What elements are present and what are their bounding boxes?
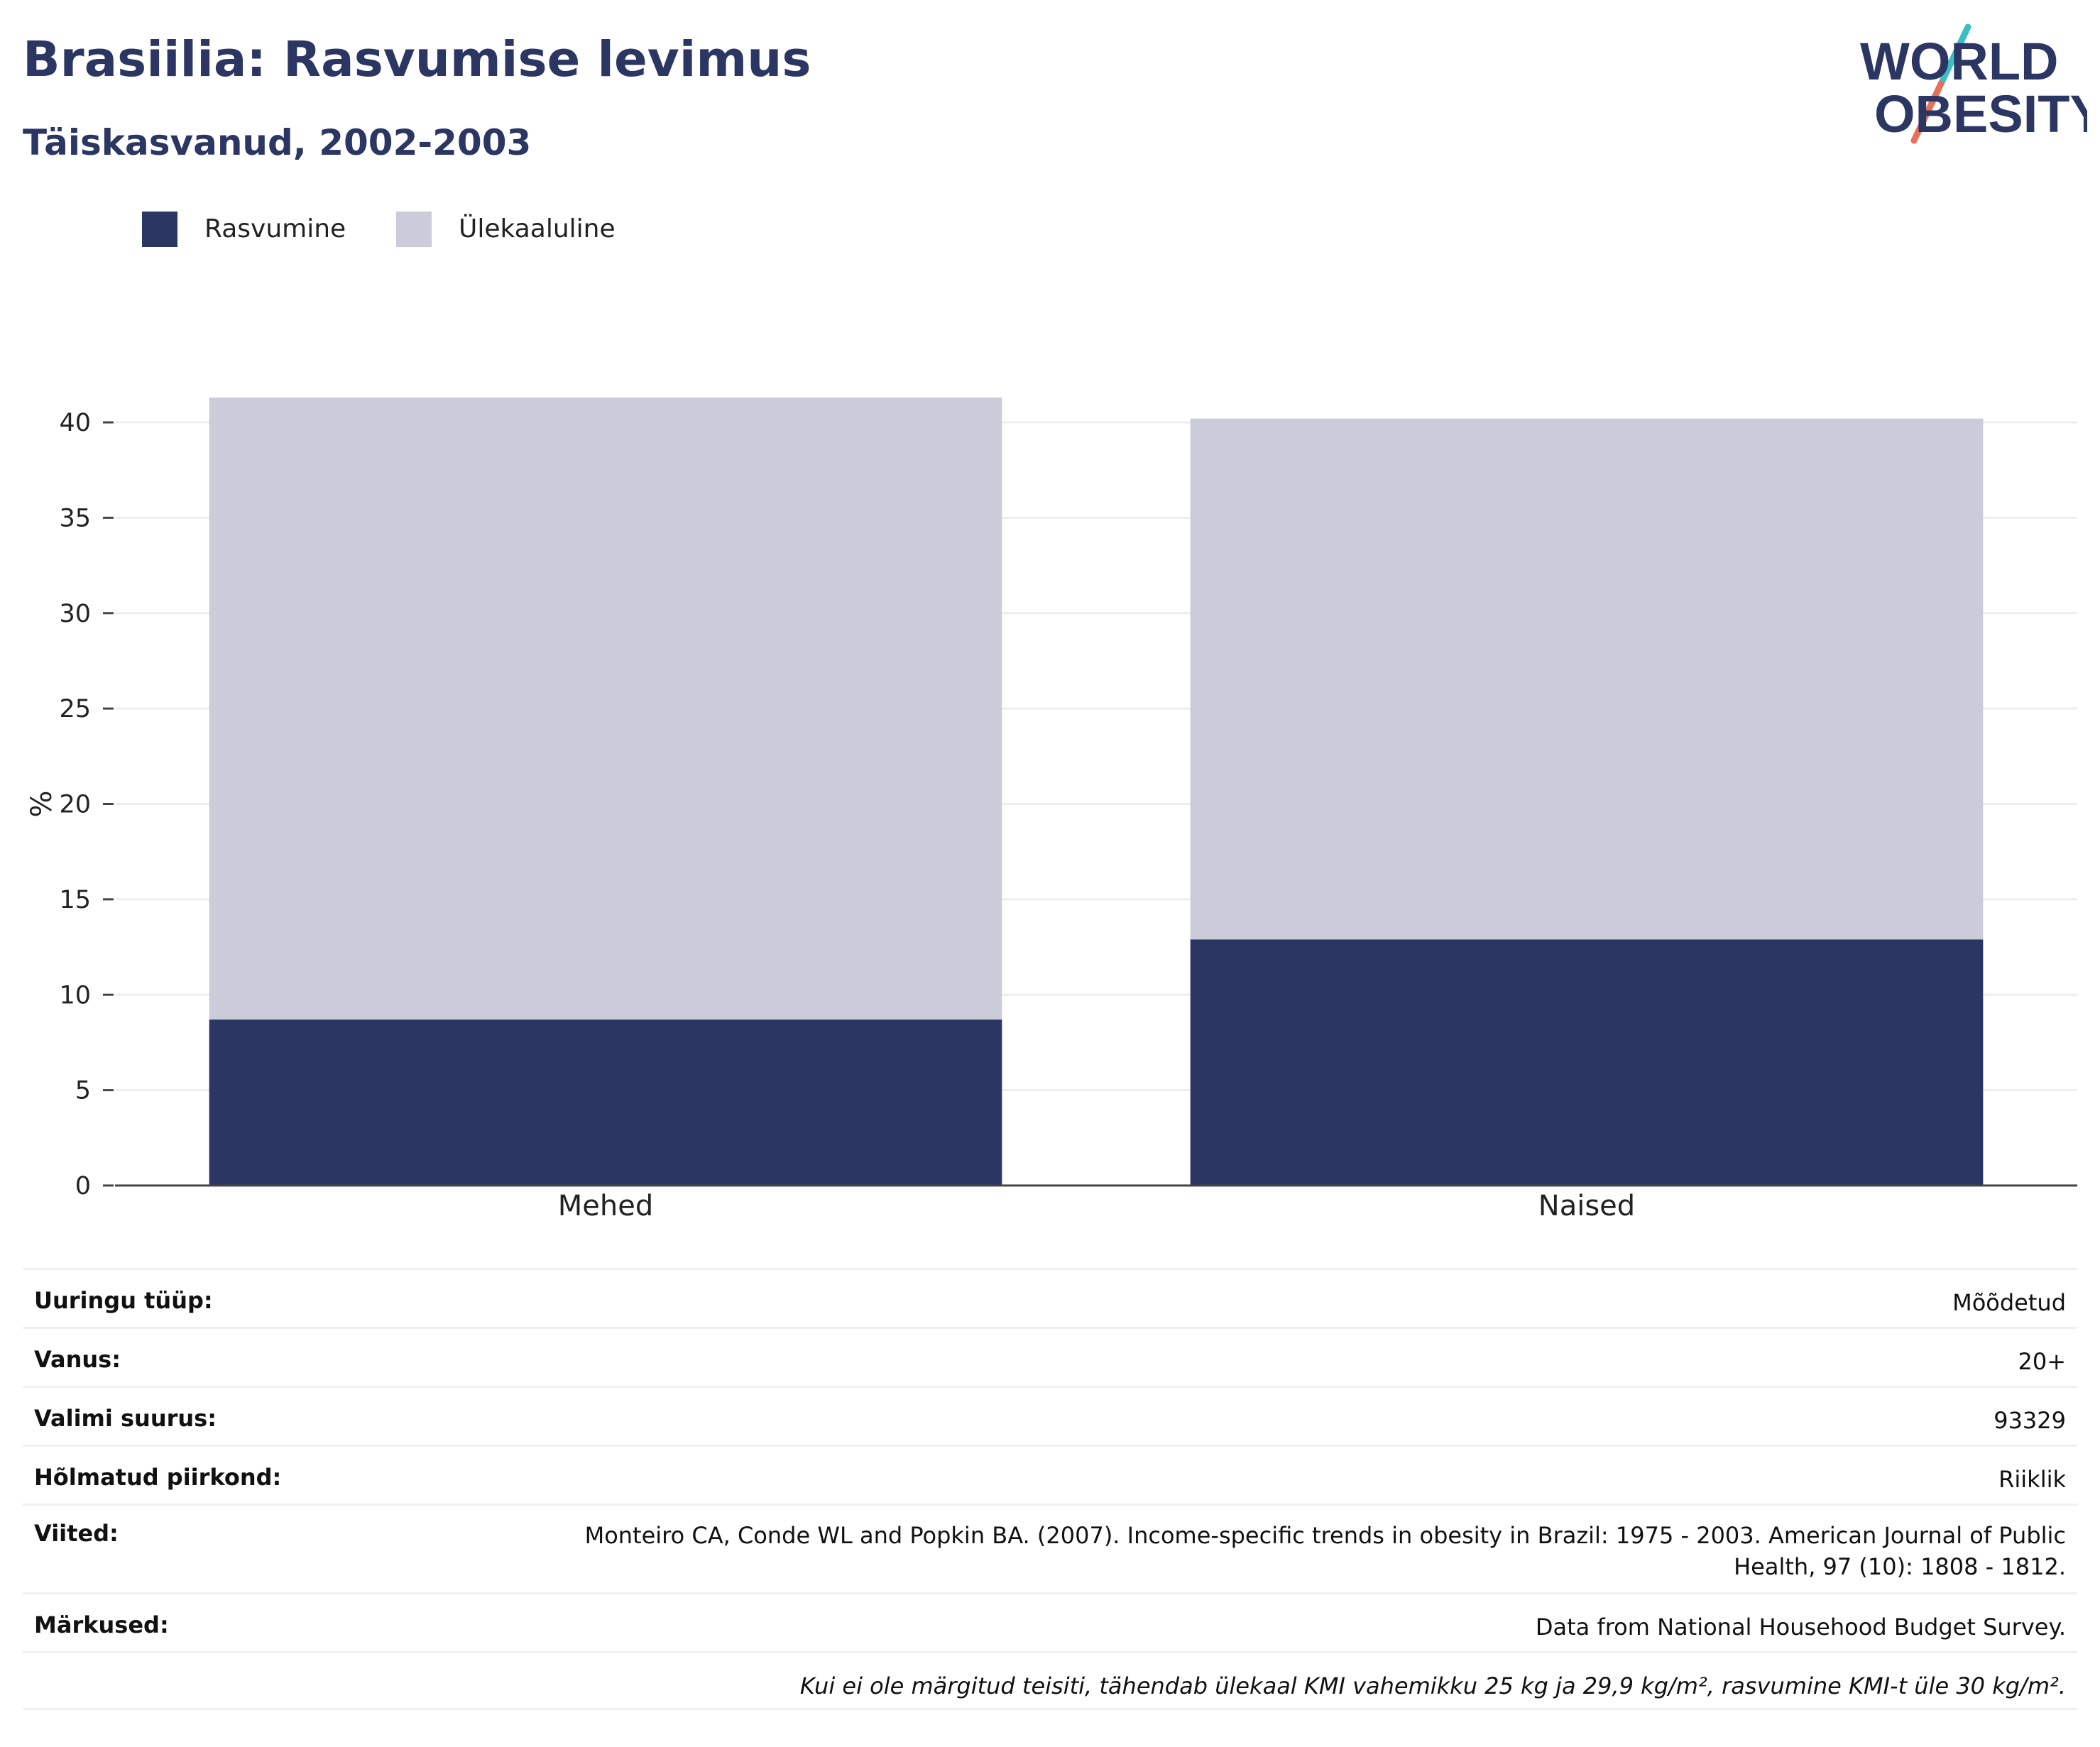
y-tick-label: 10 bbox=[59, 981, 91, 1009]
survey-info-table: Uuringu tüüp: Mõõdetud Vanus: 20+ Valimi… bbox=[23, 1268, 2077, 1710]
info-row-bmi-note: Kui ei ole märgitud teisiti, tähendab ül… bbox=[23, 1651, 2077, 1710]
world-obesity-logo: WORLD OBESITY bbox=[1860, 23, 2087, 144]
info-key: Hõlmatud piirkond: bbox=[34, 1464, 282, 1491]
x-tick-label: Naised bbox=[1538, 1190, 1635, 1222]
info-row-references: Viited: Monteiro CA, Conde WL and Popkin… bbox=[23, 1504, 2077, 1592]
bar-rasvumine-mehed bbox=[209, 1019, 1002, 1185]
y-tick-label: 40 bbox=[59, 409, 91, 437]
bar--lekaaluline-naised bbox=[1190, 418, 1984, 940]
logo-slash-top bbox=[1937, 23, 1972, 87]
info-row-region: Hõlmatud piirkond: Riiklik bbox=[23, 1445, 2077, 1504]
info-value: Data from National Househood Budget Surv… bbox=[1535, 1614, 2066, 1641]
x-tick-label: Mehed bbox=[558, 1190, 653, 1222]
info-key: Uuringu tüüp: bbox=[34, 1287, 213, 1314]
info-value-reference: Monteiro CA, Conde WL and Popkin BA. (20… bbox=[584, 1522, 2066, 1580]
info-row-age: Vanus: 20+ bbox=[23, 1327, 2077, 1386]
y-tick-label: 35 bbox=[59, 504, 91, 532]
legend-label-rasvumine: Rasvumine bbox=[204, 214, 346, 243]
info-value: 20+ bbox=[2018, 1348, 2066, 1375]
info-row-notes: Märkused: Data from National Househood B… bbox=[23, 1592, 2077, 1651]
y-tick-label: 25 bbox=[59, 695, 91, 723]
info-key: Märkused: bbox=[34, 1611, 169, 1638]
info-row-sample-size: Valimi suurus: 93329 bbox=[23, 1386, 2077, 1445]
chart-subtitle: Täiskasvanud, 2002-2003 bbox=[23, 122, 532, 163]
info-value: 93329 bbox=[1994, 1407, 2066, 1434]
info-key: Viited: bbox=[34, 1520, 119, 1547]
logo-word-obesity: OBESITY bbox=[1874, 84, 2087, 143]
y-tick-label: 15 bbox=[59, 886, 91, 914]
logo-word-world: WORLD bbox=[1860, 32, 2059, 91]
y-tick-label: 5 bbox=[75, 1077, 91, 1105]
legend-label-ulekaaluline: Ülekaaluline bbox=[459, 214, 616, 243]
info-key: Vanus: bbox=[34, 1346, 121, 1373]
info-value: Riiklik bbox=[1998, 1466, 2066, 1493]
bar--lekaaluline-mehed bbox=[209, 398, 1002, 1020]
info-row-survey-type: Uuringu tüüp: Mõõdetud bbox=[23, 1268, 2077, 1327]
info-value: Mõõdetud bbox=[1952, 1289, 2066, 1316]
bmi-definition-note: Kui ei ole märgitud teisiti, tähendab ül… bbox=[799, 1672, 2066, 1699]
bar-rasvumine-naised bbox=[1190, 939, 1984, 1185]
chart-title: Brasiilia: Rasvumise levimus bbox=[23, 31, 811, 88]
y-tick-label: 0 bbox=[75, 1172, 91, 1200]
legend-swatch-rasvumine bbox=[142, 212, 177, 247]
logo-slash-bottom bbox=[1910, 80, 1945, 144]
y-axis-label: % bbox=[26, 790, 58, 817]
y-tick-label: 20 bbox=[59, 791, 91, 819]
info-key: Valimi suurus: bbox=[34, 1405, 217, 1432]
stacked-bar-chart: 0 5 10 15 20 25 30 35 40% Mehed Naised bbox=[26, 398, 2077, 1222]
y-tick-label: 30 bbox=[59, 600, 91, 628]
legend-swatch-ulekaaluline bbox=[396, 212, 432, 247]
